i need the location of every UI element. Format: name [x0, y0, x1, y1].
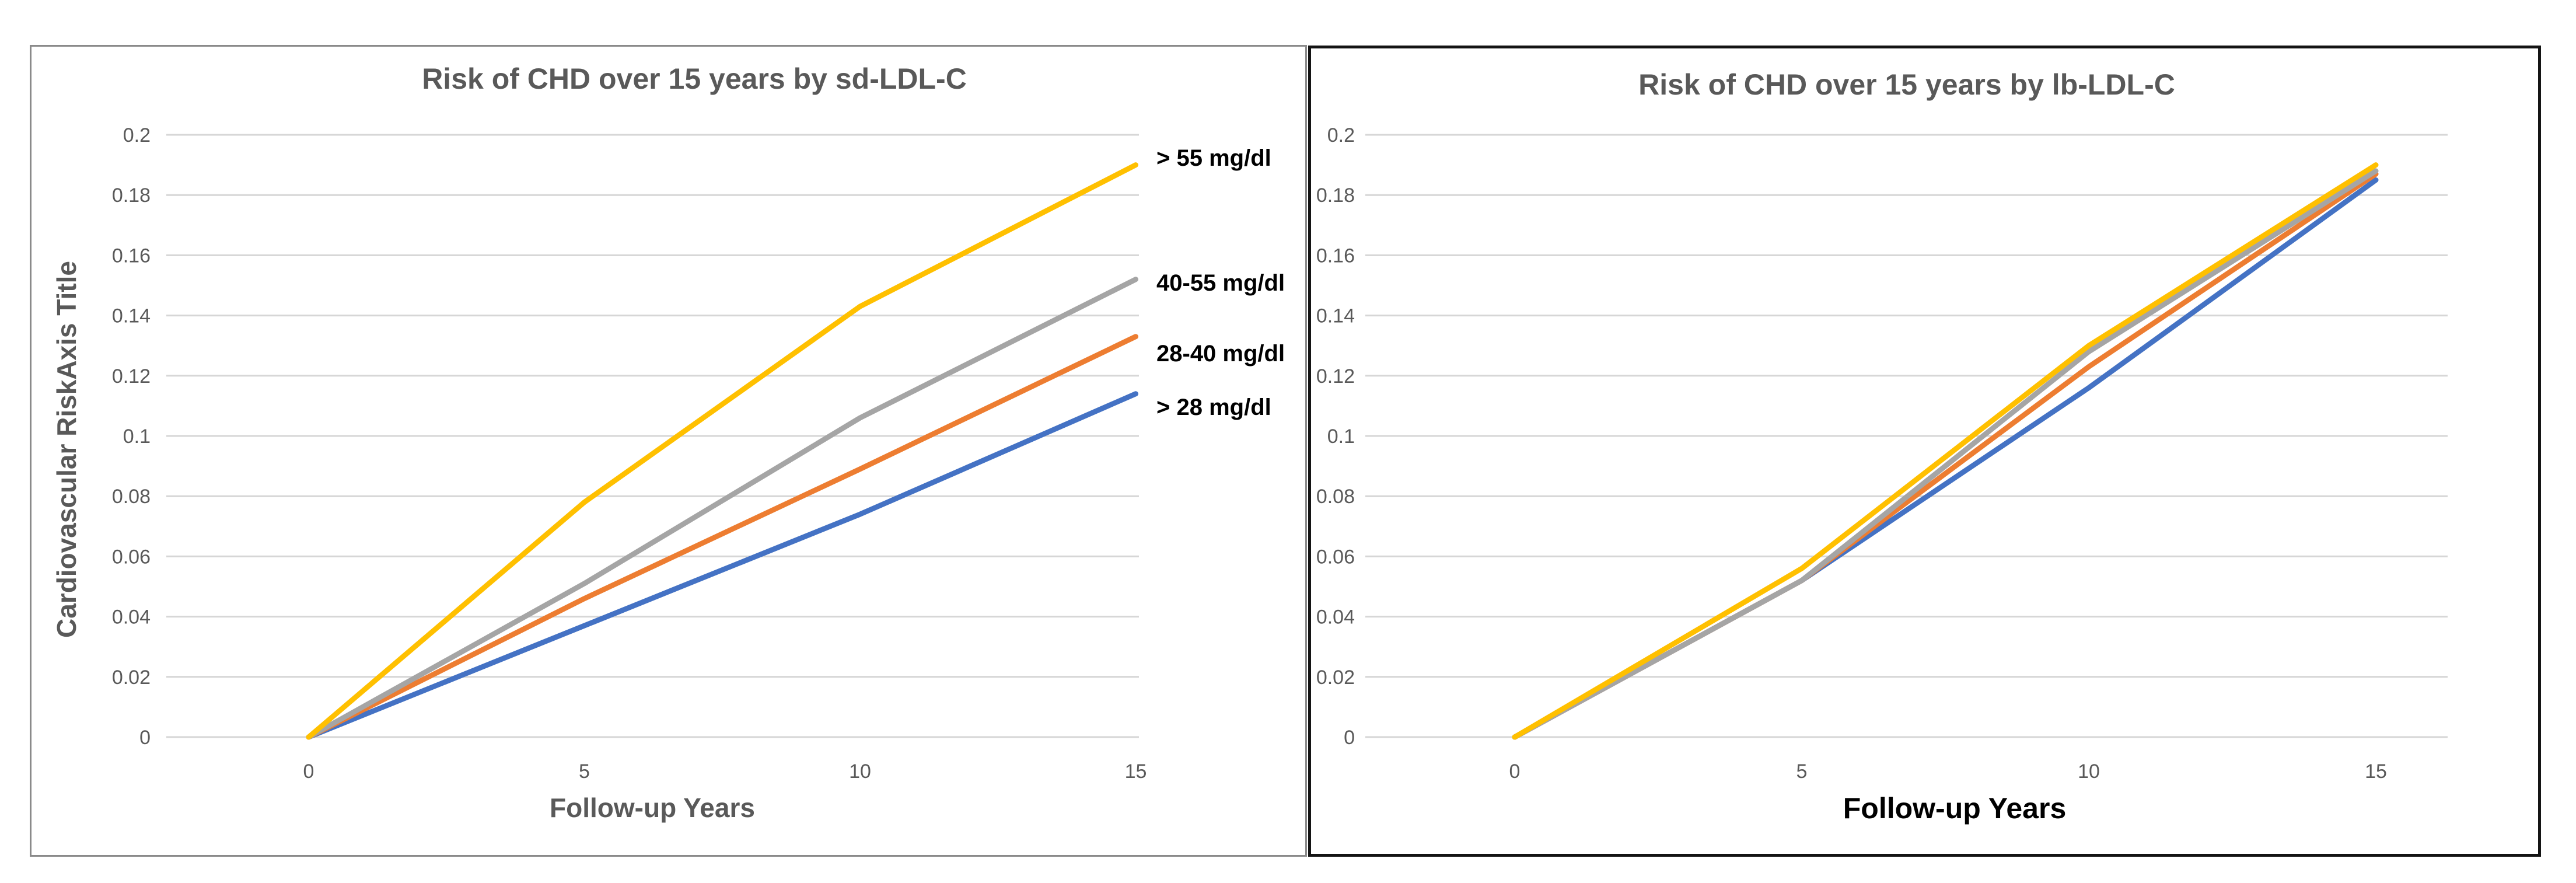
y-tick-label: 0 [139, 727, 151, 749]
series-line-4 [306, 162, 1138, 740]
x-tick-label: 10 [2078, 760, 2100, 783]
y-tick-label: 0.18 [1316, 184, 1355, 207]
y-tick-label: 0.06 [112, 546, 151, 568]
y-tick-label: 0.04 [112, 606, 151, 629]
series-end-label: > 28 mg/dl [1156, 395, 1271, 420]
x-tick-label: 15 [1125, 760, 1147, 783]
x-tick-label: 0 [1509, 760, 1521, 783]
x-tick-label: 10 [849, 760, 871, 783]
left-chart-svg: 0 0.02 0.04 0.06 0.08 0.1 0.12 0.14 0.16 0.18 0.2 0… [51, 62, 1285, 823]
right-chart-panel: 0 0.02 0.04 0.06 0.08 0.1 0.12 0.14 0.16 0.18 0.2 0… [1308, 46, 2541, 857]
y-tick-label: 0.2 [1327, 124, 1355, 146]
x-tick-label: 15 [2365, 760, 2387, 783]
left-chart-panel: 0 0.02 0.04 0.06 0.08 0.1 0.12 0.14 0.16 0.18 0.2 0… [30, 45, 1307, 857]
y-tick-label: 0.12 [112, 365, 151, 388]
y-tick-label: 0.16 [1316, 245, 1355, 267]
series-line-4 [1512, 162, 2379, 740]
y-tick-label: 0.08 [112, 486, 151, 508]
x-tick-label: 5 [579, 760, 590, 783]
x-axis-title: Follow-up Years [550, 793, 755, 823]
series-end-label: > 55 mg/dl [1156, 145, 1271, 171]
y-tick-label: 0.02 [1316, 666, 1355, 689]
y-tick-label: 0.08 [1316, 486, 1355, 508]
series-end-label: 40-55 mg/dl [1156, 270, 1285, 296]
x-tick-label: 5 [1796, 760, 1808, 783]
right-chart-svg: 0 0.02 0.04 0.06 0.08 0.1 0.12 0.14 0.16 0.18 0.2 0… [1316, 68, 2448, 825]
y-tick-label: 0.1 [1327, 425, 1355, 448]
y-tick-label: 0 [1344, 727, 1355, 749]
y-tick-label: 0.1 [123, 425, 151, 448]
chart-title: Risk of CHD over 15 years by lb-LDL-C [1638, 68, 2175, 101]
series-line-3 [306, 277, 1138, 740]
x-tick-label: 0 [303, 760, 314, 783]
y-tick-label: 0.16 [112, 245, 151, 267]
y-tick-label: 0.14 [1316, 305, 1355, 327]
series-line-3 [1512, 168, 2379, 740]
y-axis-title: Cardiovascular RiskAxis Title [51, 261, 82, 638]
y-tick-label: 0.02 [112, 666, 151, 689]
series-end-label: 28-40 mg/dl [1156, 341, 1285, 367]
y-tick-label: 0.04 [1316, 606, 1355, 629]
series-line-1 [306, 391, 1138, 740]
y-tick-label: 0.18 [112, 184, 151, 207]
x-axis-title: Follow-up Years [1843, 792, 2067, 825]
y-tick-label: 0.2 [123, 124, 151, 146]
y-tick-label: 0.14 [112, 305, 151, 327]
chart-title: Risk of CHD over 15 years by sd-LDL-C [422, 62, 967, 95]
y-tick-label: 0.06 [1316, 546, 1355, 568]
series-line-2 [306, 334, 1138, 740]
y-tick-label: 0.12 [1316, 365, 1355, 388]
